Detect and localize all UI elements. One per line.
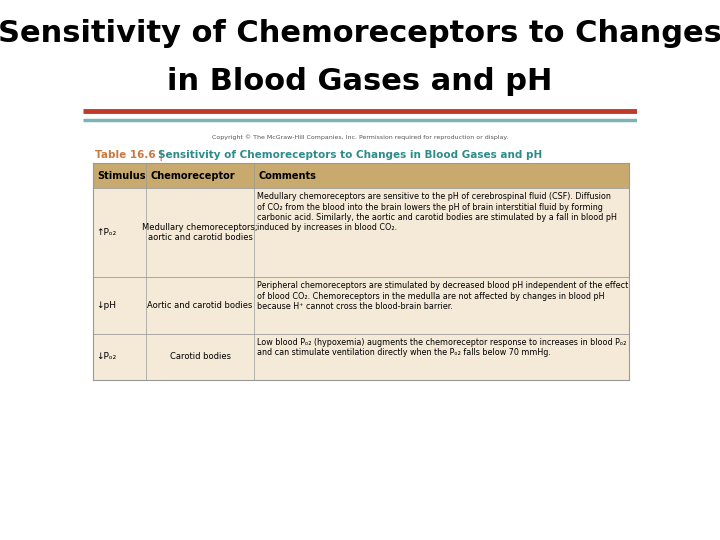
Text: Low blood Pₒ₂ (hypoxemia) augments the chemoreceptor response to increases in bl: Low blood Pₒ₂ (hypoxemia) augments the c…: [257, 338, 626, 357]
FancyBboxPatch shape: [93, 334, 629, 380]
Text: Sensitivity of Chemoreceptors to Changes: Sensitivity of Chemoreceptors to Changes: [0, 19, 720, 48]
Text: ↓Pₒ₂: ↓Pₒ₂: [96, 352, 117, 361]
Text: ↓pH: ↓pH: [96, 301, 116, 310]
FancyBboxPatch shape: [93, 188, 629, 277]
Text: Aortic and carotid bodies: Aortic and carotid bodies: [148, 301, 253, 310]
Text: Sensitivity of Chemoreceptors to Changes in Blood Gases and pH: Sensitivity of Chemoreceptors to Changes…: [158, 150, 542, 160]
FancyBboxPatch shape: [93, 277, 629, 334]
Text: Carotid bodies: Carotid bodies: [170, 352, 230, 361]
Text: Chemoreceptor: Chemoreceptor: [151, 171, 235, 180]
Text: Medullary chemoreceptors are sensitive to the pH of cerebrospinal fluid (CSF). D: Medullary chemoreceptors are sensitive t…: [257, 192, 617, 232]
Text: Medullary chemoreceptors;
aortic and carotid bodies: Medullary chemoreceptors; aortic and car…: [143, 223, 258, 242]
Text: Peripheral chemoreceptors are stimulated by decreased blood pH independent of th: Peripheral chemoreceptors are stimulated…: [257, 281, 629, 311]
Text: in Blood Gases and pH: in Blood Gases and pH: [167, 68, 553, 97]
Text: ↑Pₒ₂: ↑Pₒ₂: [96, 228, 117, 237]
Text: Table 16.6 |: Table 16.6 |: [95, 150, 167, 161]
Text: Comments: Comments: [258, 171, 316, 180]
Text: Copyright © The McGraw-Hill Companies, Inc. Permission required for reproduction: Copyright © The McGraw-Hill Companies, I…: [212, 134, 508, 139]
Text: Stimulus: Stimulus: [97, 171, 146, 180]
FancyBboxPatch shape: [93, 163, 629, 188]
